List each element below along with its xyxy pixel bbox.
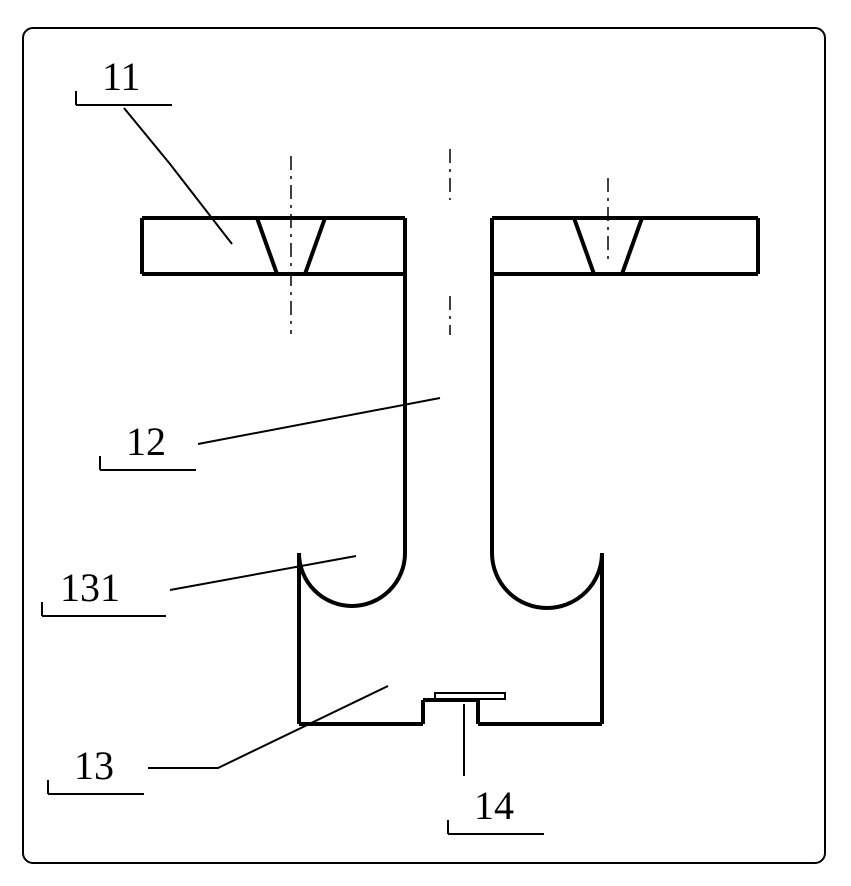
label-tab: 14	[474, 783, 514, 828]
tab-14	[435, 693, 505, 699]
label-cup: 131	[60, 565, 120, 610]
label-stem: 12	[126, 419, 166, 464]
callout-base: 13	[48, 686, 388, 794]
callout-stem: 12	[100, 398, 440, 470]
label-flange: 11	[102, 54, 141, 99]
label-base: 13	[74, 743, 114, 788]
callouts: 11 12 131 13 14	[42, 54, 544, 834]
csk-hole-left	[257, 156, 325, 334]
csk-hole-right	[574, 178, 642, 274]
callout-flange: 11	[76, 54, 232, 244]
